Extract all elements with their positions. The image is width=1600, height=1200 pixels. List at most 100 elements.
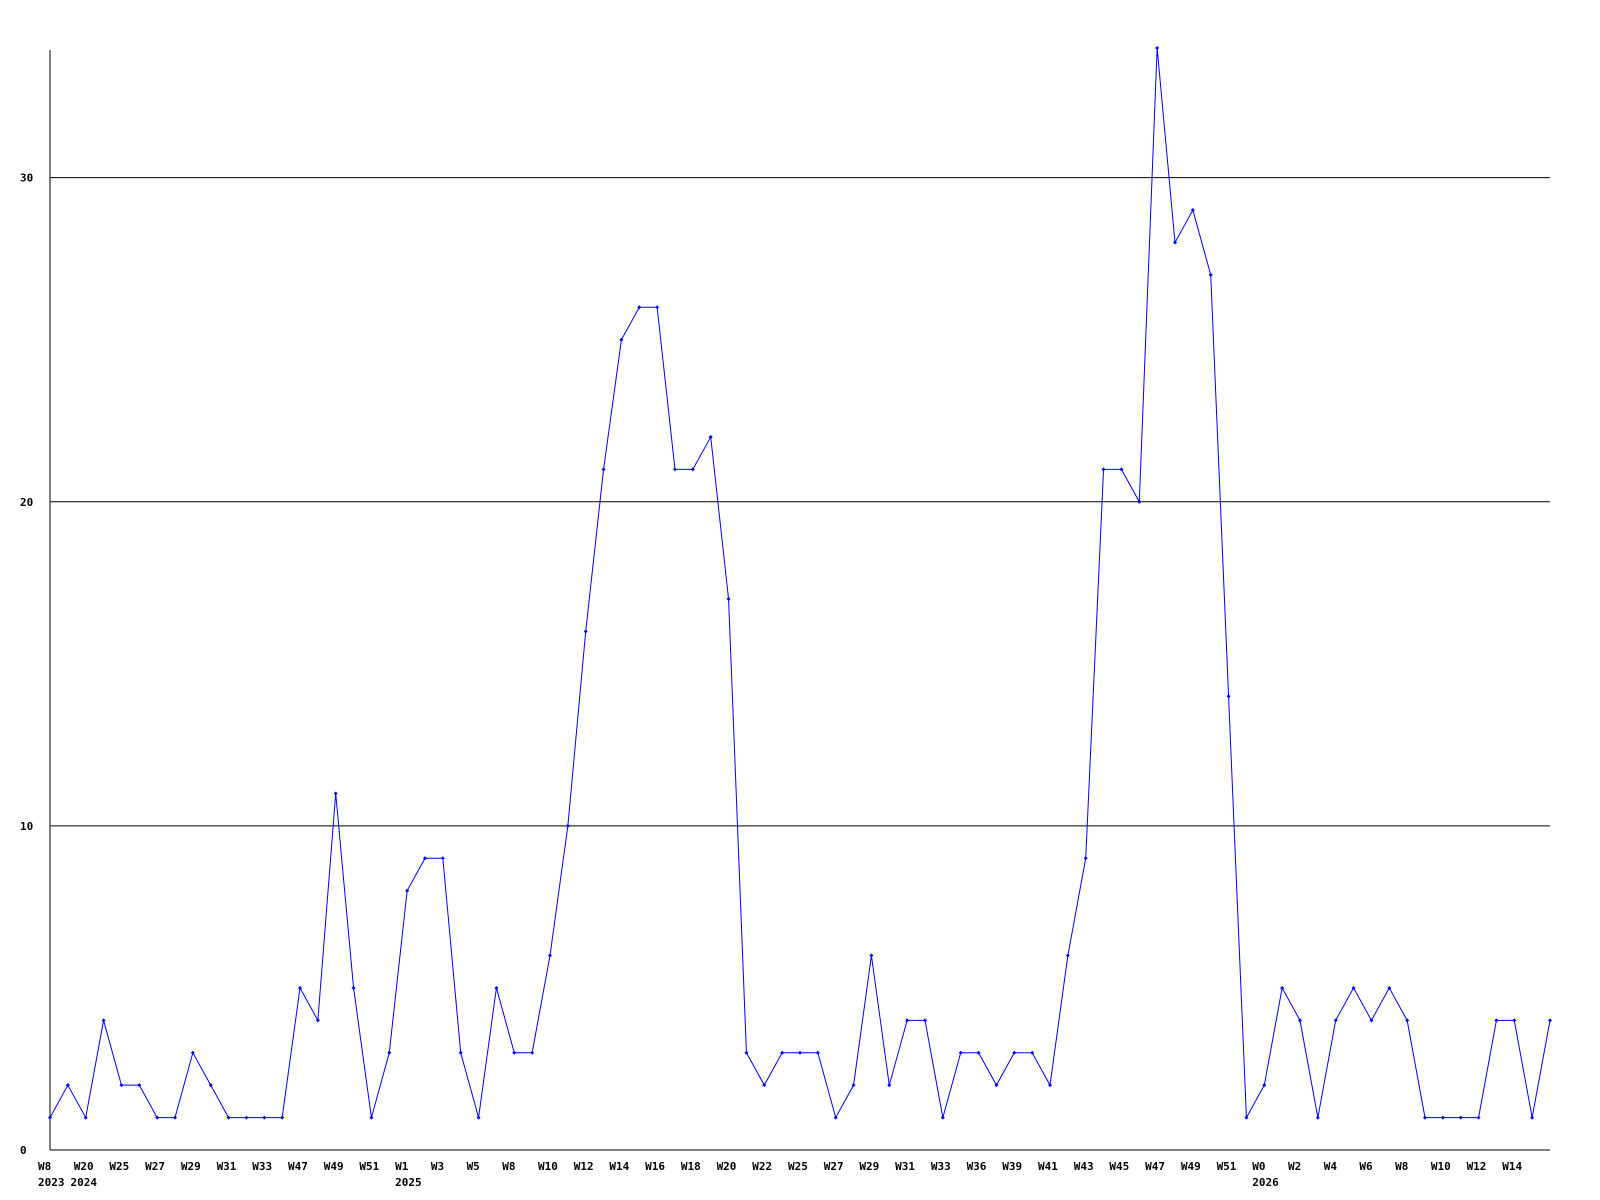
data-point — [83, 1115, 88, 1120]
data-point — [565, 823, 570, 828]
x-tick-label: W29 — [859, 1160, 879, 1173]
data-point — [1512, 1018, 1517, 1023]
x-tick-label: W20 — [717, 1160, 737, 1173]
data-point — [940, 1115, 945, 1120]
y-tick-label: 0 — [20, 1144, 27, 1157]
data-point — [298, 985, 302, 990]
y-tick-label: 20 — [20, 496, 33, 509]
y-tick-label: 10 — [20, 820, 33, 833]
data-point — [226, 1115, 231, 1120]
x-tick-label: W1 — [395, 1160, 409, 1173]
x-tick-label: W51 — [1217, 1160, 1237, 1173]
x-tick-label: W51 — [359, 1160, 379, 1173]
data-point — [262, 1115, 267, 1120]
year-label: 2023 — [38, 1176, 65, 1189]
data-point — [65, 1083, 70, 1088]
year-label: 2025 — [395, 1176, 422, 1189]
x-tick-label: W2 — [1288, 1160, 1301, 1173]
data-point — [1244, 1115, 1249, 1120]
x-tick-label: W45 — [1109, 1160, 1129, 1173]
data-point — [1530, 1115, 1535, 1120]
x-tick-label: W25 — [788, 1160, 808, 1173]
x-tick-label: W27 — [824, 1160, 844, 1173]
data-point — [1315, 1115, 1320, 1120]
year-label: 2026 — [1252, 1176, 1279, 1189]
data-point — [137, 1083, 142, 1088]
data-point — [208, 1083, 213, 1088]
series-line — [48, 46, 1552, 1120]
data-point — [619, 337, 624, 342]
x-tick-label: W33 — [252, 1160, 272, 1173]
x-tick-label: W41 — [1038, 1160, 1058, 1173]
x-tick-label: W18 — [681, 1160, 701, 1173]
data-point — [673, 467, 677, 472]
x-tick-label: W36 — [967, 1160, 987, 1173]
data-point — [780, 1050, 785, 1055]
x-tick-label: W5 — [467, 1160, 480, 1173]
data-point — [1083, 856, 1088, 861]
x-tick-label: W12 — [1467, 1160, 1487, 1173]
data-point — [744, 1050, 749, 1055]
x-tick-label: W6 — [1359, 1160, 1373, 1173]
x-tick-label: W8 — [38, 1160, 51, 1173]
x-tick-label: W14 — [1502, 1160, 1522, 1173]
x-tick-label: W8 — [502, 1160, 515, 1173]
data-point — [958, 1050, 963, 1055]
data-point — [1155, 46, 1160, 50]
data-point — [1208, 272, 1213, 277]
data-point — [869, 953, 874, 958]
x-tick-label: W49 — [324, 1160, 344, 1173]
data-point — [601, 467, 606, 472]
data-point — [440, 856, 445, 861]
data-point — [1137, 499, 1142, 504]
x-tick-label: W12 — [574, 1160, 594, 1173]
x-tick-label: W27 — [145, 1160, 165, 1173]
data-point — [155, 1115, 160, 1120]
data-point — [190, 1050, 195, 1055]
data-line — [49, 47, 1551, 1120]
data-point — [1226, 694, 1231, 699]
data-point — [405, 888, 410, 893]
data-point — [655, 305, 660, 310]
x-tick-label: W0 — [1252, 1160, 1265, 1173]
x-tick-label: W8 — [1395, 1160, 1408, 1173]
data-point — [1405, 1018, 1410, 1023]
x-tick-label: W33 — [931, 1160, 951, 1173]
data-point — [923, 1018, 927, 1023]
data-point — [583, 629, 588, 634]
data-point — [1333, 1018, 1338, 1023]
data-point — [173, 1115, 177, 1120]
data-point — [1065, 953, 1070, 958]
data-point — [494, 985, 499, 990]
data-point — [530, 1050, 535, 1055]
y-axis-labels: 0 10 20 30 — [20, 172, 33, 1157]
data-point — [726, 597, 731, 601]
data-point — [315, 1018, 320, 1023]
x-tick-label: W31 — [895, 1160, 915, 1173]
x-tick-label: W31 — [217, 1160, 237, 1173]
data-point — [1298, 1018, 1302, 1023]
data-point — [1280, 985, 1285, 990]
x-tick-label: W39 — [1002, 1160, 1022, 1173]
data-point — [994, 1083, 999, 1088]
data-point — [1262, 1083, 1267, 1088]
data-point — [815, 1050, 820, 1055]
data-point — [1387, 985, 1392, 990]
data-point — [1423, 1115, 1427, 1120]
x-tick-label: W3 — [431, 1160, 444, 1173]
data-point — [1440, 1115, 1445, 1120]
data-point — [1548, 1018, 1552, 1023]
x-tick-label: W10 — [538, 1160, 558, 1173]
data-point — [458, 1050, 463, 1055]
x-tick-label: W16 — [645, 1160, 665, 1173]
data-point — [762, 1083, 767, 1088]
gridlines — [50, 177, 1550, 827]
data-point — [833, 1115, 838, 1120]
x-tick-label: W4 — [1324, 1160, 1338, 1173]
x-tick-label: W43 — [1074, 1160, 1094, 1173]
x-tick-label: W47 — [1145, 1160, 1165, 1173]
data-point — [1351, 985, 1356, 990]
data-point — [1190, 208, 1195, 213]
data-point — [1048, 1083, 1052, 1088]
x-tick-label: W47 — [288, 1160, 308, 1173]
